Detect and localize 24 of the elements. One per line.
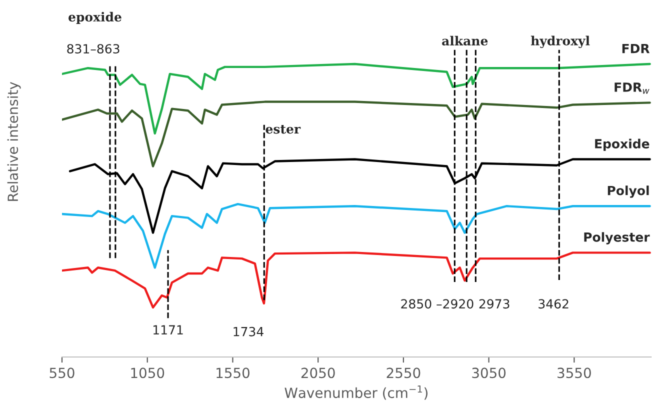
text: hydroxyl <box>530 36 590 48</box>
x-tick-label: 1550 <box>216 368 250 378</box>
x-tick-label: 550 <box>50 368 74 378</box>
ref-line-label: 1171 <box>153 325 183 334</box>
series-label: Epoxide <box>595 138 650 151</box>
ref-line-label: 2850 –2920 <box>401 299 474 309</box>
x-tick-label: 2550 <box>386 368 420 378</box>
series-label: FDR <box>622 44 650 54</box>
series-label: Polyol <box>608 186 649 198</box>
x-tick-label: 1050 <box>131 368 164 378</box>
x-tick-label: 3050 <box>472 368 506 378</box>
x-tick-label: 3550 <box>558 368 591 378</box>
text: alkane <box>442 36 488 46</box>
x-tick-label: 2050 <box>301 368 335 378</box>
series-label: Polyester <box>584 232 650 244</box>
y-axis-title: Relative intensity <box>7 82 21 201</box>
ref-line-label: 1734 <box>234 326 264 336</box>
x-axis-title: Wavenumber (cm$^{−1}$) <box>284 385 428 400</box>
ref-line-label: 3462 <box>538 299 568 309</box>
annotation: ester <box>266 125 301 134</box>
ref-line-label: 2973 <box>479 299 510 309</box>
series-label: FDR$_{w}$ <box>614 82 650 94</box>
ref-line-label: 831–863 <box>67 44 120 54</box>
text: epoxide <box>68 12 122 24</box>
